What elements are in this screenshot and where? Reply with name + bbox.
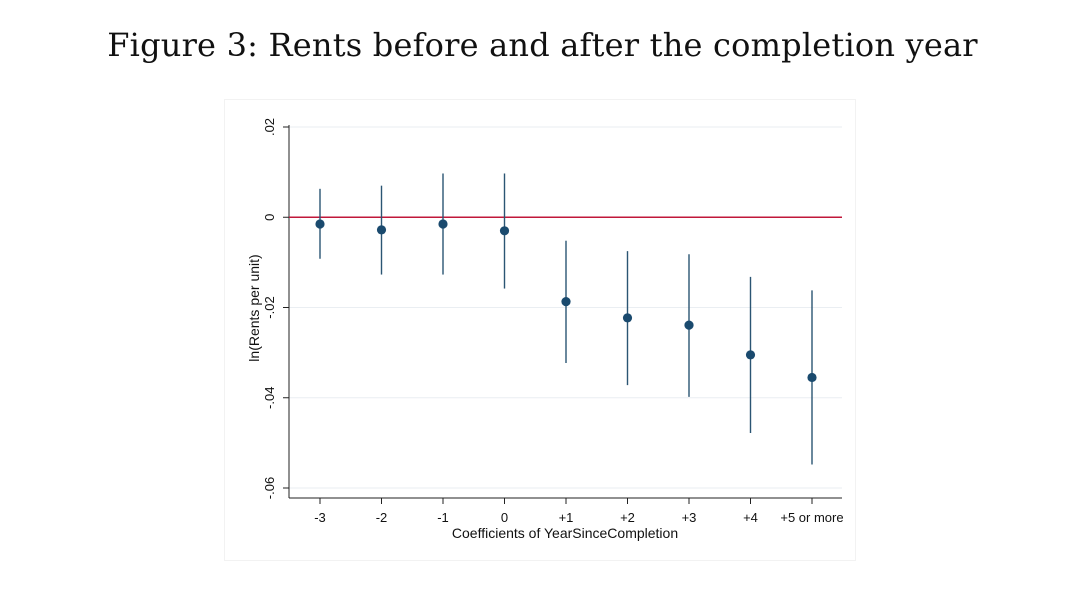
coefficient-point-6 bbox=[684, 320, 694, 330]
figure-title: Figure 3: Rents before and after the com… bbox=[107, 26, 978, 64]
x-tick-label-7: +4 bbox=[743, 510, 758, 525]
coefficient-point-4 bbox=[561, 297, 571, 307]
y-tick-label-1: -.04 bbox=[262, 387, 277, 409]
x-axis-title: Coefficients of YearSinceCompletion bbox=[452, 525, 678, 541]
x-tick-label-0: -3 bbox=[314, 510, 326, 525]
x-tick-label-1: -2 bbox=[376, 510, 388, 525]
y-tick-label-2: -.02 bbox=[262, 296, 277, 318]
x-tick-label-5: +2 bbox=[620, 510, 635, 525]
y-axis-title: ln(Rents per unit) bbox=[246, 254, 262, 361]
coefficient-point-0 bbox=[315, 219, 325, 229]
coefficient-point-8 bbox=[807, 372, 817, 383]
coefficient-point-2 bbox=[438, 219, 448, 229]
coefficient-point-3 bbox=[499, 226, 510, 236]
y-tick-label-3: 0 bbox=[262, 214, 277, 221]
x-tick-label-4: +1 bbox=[559, 510, 574, 525]
x-tick-label-8: +5 or more bbox=[780, 510, 843, 525]
coefficient-point-7 bbox=[745, 350, 756, 360]
coefficient-points bbox=[315, 219, 817, 383]
coefficient-point-1 bbox=[376, 225, 387, 235]
x-tick-label-3: 0 bbox=[501, 510, 508, 525]
axis-labels: -.06 -.04 -.02 0 .02 -3 -2 -1 0 +1 +2 +3 +4 +5 or mor… bbox=[262, 118, 844, 525]
x-tick-label-2: -1 bbox=[437, 510, 449, 525]
y-tick-label-4: .02 bbox=[262, 118, 277, 136]
axes bbox=[283, 125, 842, 504]
coefficient-point-5 bbox=[622, 313, 633, 323]
y-tick-label-0: -.06 bbox=[262, 477, 277, 499]
x-tick-label-6: +3 bbox=[682, 510, 697, 525]
